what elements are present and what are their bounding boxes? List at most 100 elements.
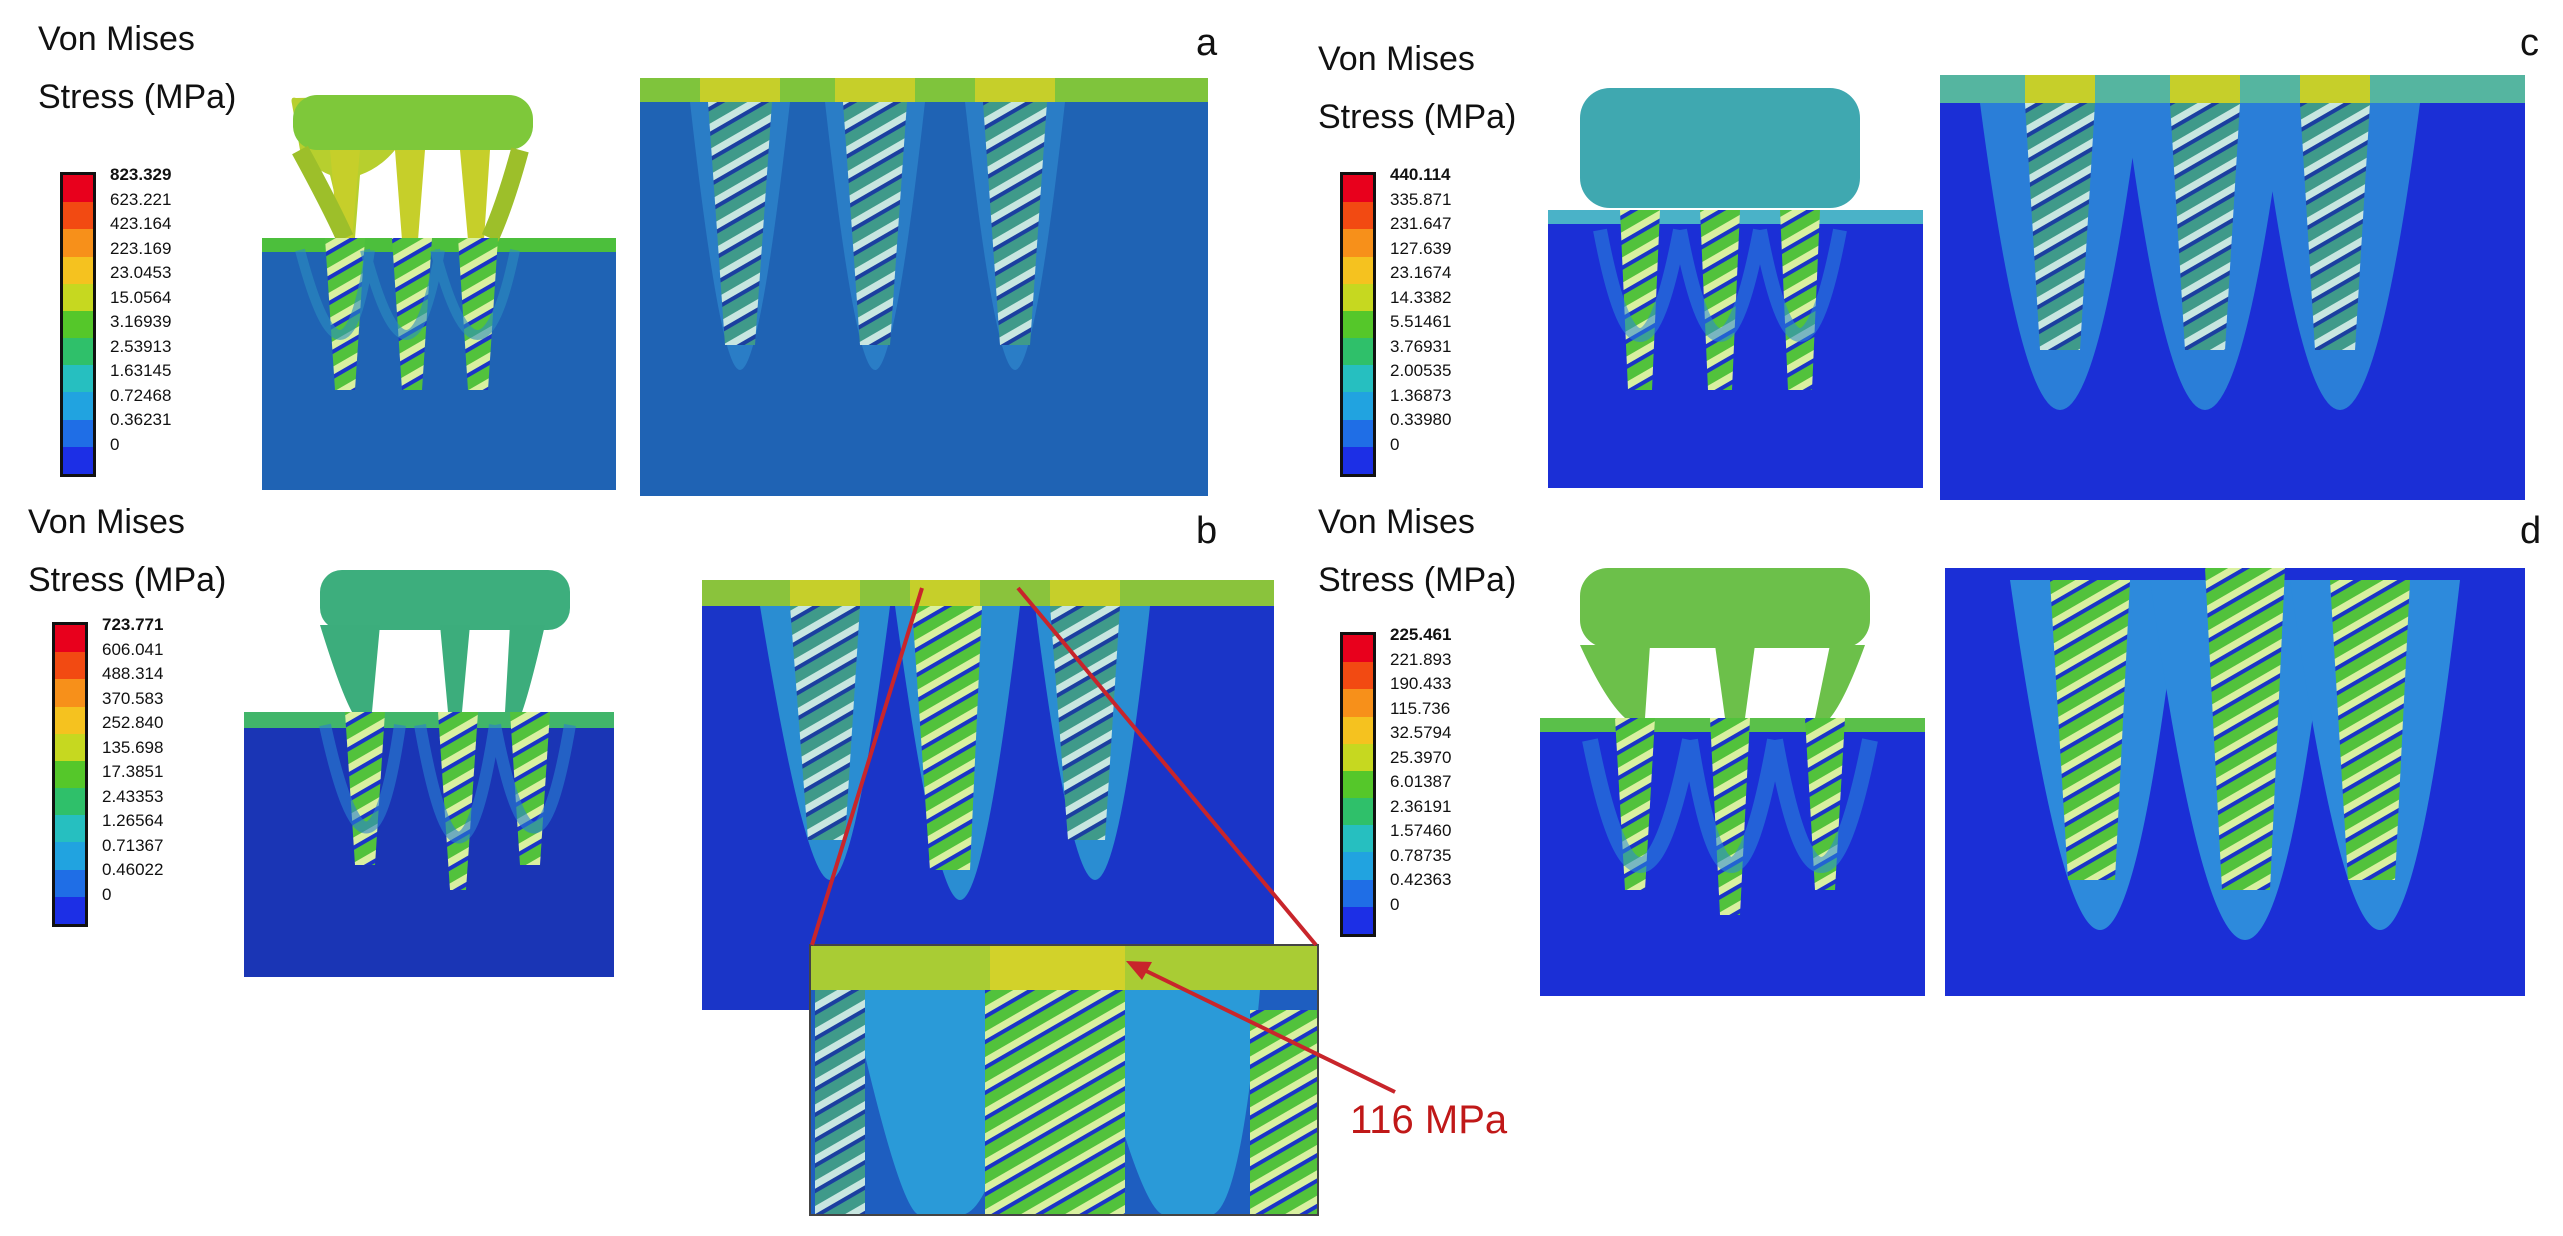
implant-b-2 [438,712,478,890]
legend-b-swatch [55,679,85,707]
legend-a-swatch [63,446,93,474]
legend-d-value: 1.57460 [1390,821,1452,840]
title-b-line1: Von Mises [28,503,185,541]
title-a-line1: Von Mises [38,20,195,58]
legend-d-value: 225.461 [1390,625,1452,644]
legend-c-swatch [1343,256,1373,284]
legend-b-value: 0.46022 [102,860,164,879]
legend-d-value: 32.5794 [1390,723,1452,742]
legend-d-swatch [1343,689,1373,717]
section-a-implant-1 [708,102,772,345]
panel-letter-b: b [1196,510,1218,552]
legend-c-value: 2.00535 [1390,361,1452,380]
implant-a-1 [325,238,365,390]
legend-b-labels: 723.771 606.041 488.314 370.583 252.840 135.6… [102,613,163,907]
legend-a-swatch [63,392,93,420]
legend-b-value: 370.583 [102,688,164,708]
legend-b-value: 17.3851 [102,762,164,781]
legend-a-value: 3.16939 [110,312,172,331]
legend-d-value: 115.736 [1390,698,1451,718]
legend-b-value: 1.26564 [102,811,164,830]
legend-b-swatch [55,706,85,734]
panel-letter-c: c [2520,22,2539,64]
legend-a-value: 823.329 [110,165,172,184]
legend-c-colorbar [1340,172,1376,477]
callout-116-mpa: 116 MPa [1350,1098,1508,1142]
legend-a-value: 623.221 [110,189,172,209]
legend-a-value: 2.53913 [110,336,172,356]
legend-c-value: 231.647 [1390,214,1452,233]
title-b: Von Mises Stress (MPa) [28,505,226,621]
legend-a-swatch [63,175,93,203]
legend-d-swatch [1343,770,1373,799]
legend-b-value: 723.771 [102,615,164,634]
legend-b-value: 0 [102,884,112,904]
legend-c-value: 127.639 [1390,238,1452,258]
legend-c-swatch [1343,175,1373,203]
legend-d-colorbar [1340,632,1376,937]
title-a: Von Mises Stress (MPa) [38,22,236,138]
legend-b-swatch [55,652,85,680]
legend-b-value: 488.314 [102,664,164,683]
legend-b-swatch [55,733,85,761]
legend-a-swatch [63,338,93,366]
title-d-line1: Von Mises [1318,503,1475,541]
legend-c-value: 5.51461 [1390,312,1452,331]
legend-d-labels: 225.461 221.893 190.433 115.736 32.5794 25.39… [1390,623,1451,917]
legend-a-swatch [63,202,93,230]
legend-c-swatch [1343,229,1373,257]
section-b-implant-3 [1050,606,1120,840]
legend-a-labels: 823.329 623.221 423.164 223.169 23.0453 15.05… [110,163,171,457]
legend-a-value: 0.72468 [110,385,172,405]
legend-d-value: 25.3970 [1390,747,1452,767]
implant-a-3 [458,238,498,390]
legend-b-value: 252.840 [102,713,164,732]
title-c: Von Mises Stress (MPa) [1318,42,1516,158]
legend-c-swatch [1343,446,1373,474]
model-b-full [244,570,614,977]
legend-d-swatch [1343,879,1373,907]
legend-b-value: 135.698 [102,737,164,757]
legend-c-swatch [1343,202,1373,230]
zoom-lines [810,586,1318,947]
legend-b-value: 2.43353 [102,786,164,806]
legend-c-swatch [1343,392,1373,420]
legend-b-value: 606.041 [102,639,164,659]
legend-d-value: 190.433 [1390,674,1452,693]
legend-b-swatch [55,815,85,843]
legend-c-swatch [1343,365,1373,393]
legend-d-value: 0.78735 [1390,845,1452,865]
legend-a-value: 0 [110,434,120,454]
legend-b-value: 0.71367 [102,835,164,855]
legend-d-swatch [1343,906,1373,934]
legend-c-value: 14.3382 [1390,287,1452,307]
title-c-line1: Von Mises [1318,40,1475,78]
legend-d-swatch [1343,743,1373,771]
legend-a-swatch [63,419,93,447]
section-b-implant-2 [912,606,982,870]
legend-c-value: 3.76931 [1390,336,1452,356]
legend-b-swatch [55,788,85,816]
zoom-inset-b [809,944,1319,1216]
title-a-line2: Stress (MPa) [38,78,237,116]
model-d-full [1540,568,1925,996]
legend-a-value: 223.169 [110,238,172,258]
legend-b-swatch [55,760,85,789]
legend-a-value: 0.36231 [110,410,172,429]
legend-d-swatch [1343,825,1373,853]
model-a-section [640,78,1208,496]
legend-c-value: 335.871 [1390,189,1452,209]
title-d-line2: Stress (MPa) [1318,561,1517,599]
legend-c-labels: 440.114 335.871 231.647 127.639 23.1674 14.33… [1390,163,1451,457]
legend-a-swatch [63,365,93,393]
legend-b-swatch [55,842,85,870]
legend-a-swatch [63,229,93,257]
title-d: Von Mises Stress (MPa) [1318,505,1516,621]
section-a-implant-2 [843,102,907,345]
legend-d-value: 0 [1390,894,1400,914]
legend-d-swatch [1343,635,1373,663]
title-b-line2: Stress (MPa) [28,561,227,599]
legend-d-swatch [1343,852,1373,880]
legend-a-swatch [63,310,93,339]
